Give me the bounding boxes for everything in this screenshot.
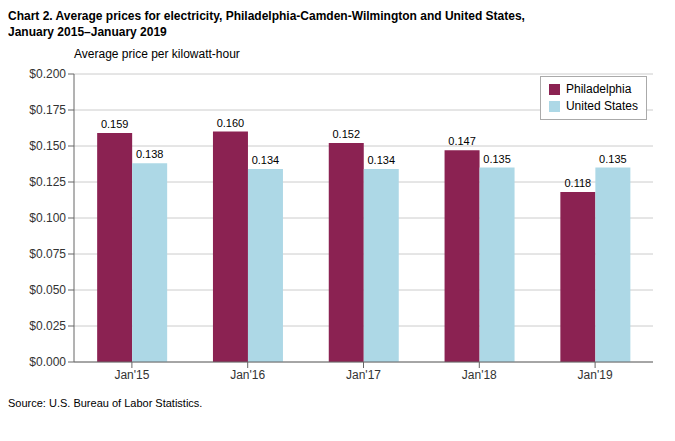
- svg-text:$0.100: $0.100: [29, 211, 66, 225]
- svg-text:0.152: 0.152: [332, 128, 360, 140]
- svg-text:$0.150: $0.150: [29, 139, 66, 153]
- html-text:Source: U.S. Bureau of Labor S: Source: U.S. Bureau of Labor Statistics.: [8, 397, 203, 409]
- svg-text:0.147: 0.147: [448, 135, 476, 147]
- svg-text:$0.025: $0.025: [29, 319, 66, 333]
- svg-text:Jan'18: Jan'18: [462, 368, 497, 382]
- html-text:Chart 2. Average prices for el: Chart 2. Average prices for electricity,…: [8, 9, 525, 39]
- svg-text:0.134: 0.134: [252, 154, 280, 166]
- svg-text:0.138: 0.138: [136, 148, 164, 160]
- svg-text:0.159: 0.159: [101, 118, 129, 130]
- svg-text:0.118: 0.118: [565, 177, 592, 189]
- svg-text:0.135: 0.135: [483, 153, 511, 165]
- svg-text:0.135: 0.135: [599, 153, 627, 165]
- svg-text:$0.050: $0.050: [29, 283, 66, 297]
- svg-text:$0.175: $0.175: [29, 103, 66, 117]
- html-text:Average price per kilowatt-hou: Average price per kilowatt-hour: [74, 47, 240, 61]
- html-text:United States: United States: [566, 99, 638, 113]
- svg-text:$0.125: $0.125: [29, 175, 66, 189]
- svg-text:Jan'15: Jan'15: [114, 368, 149, 382]
- html-text:Philadelphia: Philadelphia: [566, 82, 632, 96]
- svg-text:Jan'17: Jan'17: [346, 368, 381, 382]
- svg-text:$0.075: $0.075: [29, 247, 66, 261]
- svg-text:0.134: 0.134: [367, 154, 395, 166]
- svg-text:0.160: 0.160: [217, 117, 245, 129]
- svg-text:Jan'19: Jan'19: [578, 368, 613, 382]
- svg-text:$0.200: $0.200: [29, 67, 66, 81]
- svg-text:$0.000: $0.000: [29, 355, 66, 369]
- svg-text:Jan'16: Jan'16: [230, 368, 265, 382]
